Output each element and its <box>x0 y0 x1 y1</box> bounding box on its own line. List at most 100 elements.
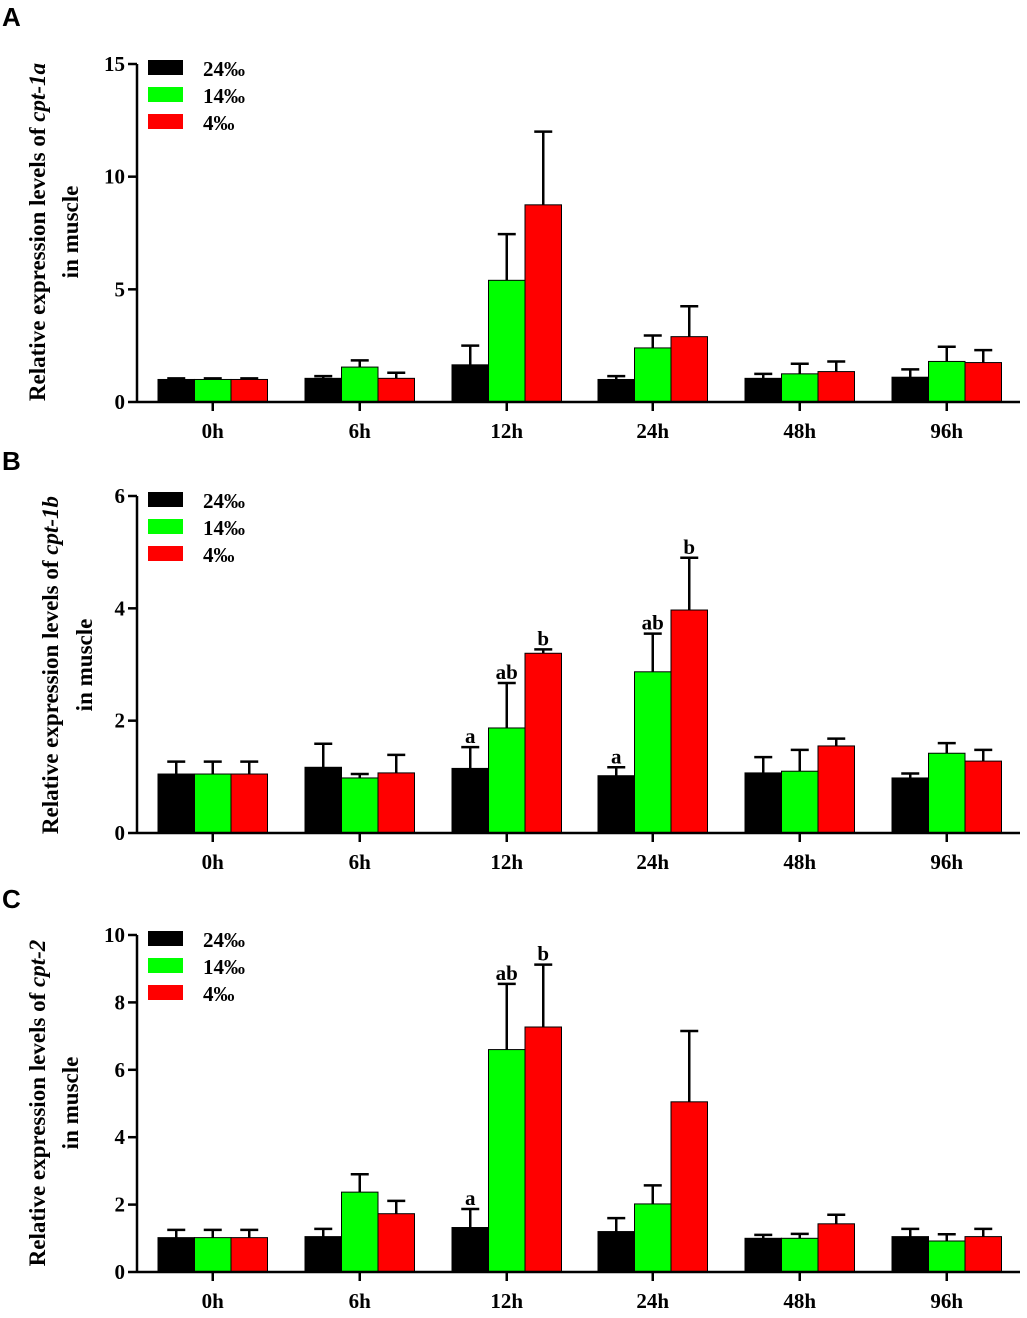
bar <box>744 1237 782 1273</box>
x-tick-label: 12h <box>490 1289 523 1313</box>
significance-label: b <box>537 626 549 650</box>
y-axis-label-gene: cpt-1a <box>25 63 50 122</box>
bar <box>928 360 966 403</box>
legend-swatch <box>148 87 183 102</box>
legend-label: 24‰ <box>203 928 245 952</box>
bar <box>194 1237 232 1273</box>
y-axis-label-line2: in muscle <box>72 619 97 712</box>
significance-label: ab <box>642 611 664 635</box>
panel-letter: B <box>2 446 21 476</box>
significance-label: a <box>465 724 476 748</box>
bar <box>781 770 819 834</box>
bar <box>488 279 526 403</box>
legend-label: 4‰ <box>203 982 235 1006</box>
bar <box>891 376 929 403</box>
legend-label: 14‰ <box>203 955 245 979</box>
legend-swatch <box>148 931 183 946</box>
y-tick-label: 4 <box>115 1125 126 1149</box>
bar <box>341 777 379 834</box>
bar <box>744 772 782 834</box>
legend-swatch <box>148 546 183 561</box>
legend-label: 4‰ <box>203 111 235 135</box>
y-axis-label-prefix: Relative expression levels of <box>38 555 63 834</box>
legend-label: 24‰ <box>203 57 245 81</box>
bar <box>194 378 232 403</box>
legend-swatch <box>148 60 183 75</box>
bar <box>670 1101 708 1273</box>
y-axis-label-line2: in muscle <box>58 1057 83 1150</box>
bar <box>157 1237 195 1273</box>
x-tick-label: 24h <box>636 419 669 443</box>
bar <box>597 378 635 403</box>
bar <box>524 1026 562 1273</box>
bar <box>928 752 966 834</box>
x-tick-label: 48h <box>783 850 816 874</box>
y-axis-label: Relative expression levels of cpt-1a <box>25 63 50 401</box>
bar <box>670 336 708 403</box>
significance-label: b <box>683 535 695 559</box>
x-tick-label: 48h <box>783 1289 816 1313</box>
bar <box>451 767 489 834</box>
y-tick-label: 0 <box>115 390 126 414</box>
bar <box>304 766 342 834</box>
y-axis-label-gene: cpt-2 <box>25 940 50 987</box>
bar <box>634 1203 672 1273</box>
legend-label: 14‰ <box>203 516 245 540</box>
x-tick-label: 0h <box>202 850 225 874</box>
chart-panel-b: B Relative expression levels of cpt-1b in … <box>2 446 1020 874</box>
x-tick-label: 96h <box>930 1289 963 1313</box>
bar <box>891 1236 929 1273</box>
y-tick-label: 6 <box>115 1058 126 1082</box>
bar <box>964 760 1002 834</box>
bar <box>781 1237 819 1273</box>
bar <box>157 773 195 834</box>
bar <box>230 773 268 834</box>
bar <box>964 362 1002 403</box>
bar <box>817 1223 855 1273</box>
x-tick-label: 0h <box>202 419 225 443</box>
bar <box>670 609 708 834</box>
y-tick-label: 10 <box>104 923 125 947</box>
significance-label: ab <box>496 660 518 684</box>
legend-swatch <box>148 114 183 129</box>
bar <box>634 671 672 834</box>
y-axis-label-gene: cpt-1b <box>38 496 63 555</box>
bar <box>451 1227 489 1273</box>
chart-panel-a: A Relative expression levels of cpt-1a in … <box>2 2 1020 443</box>
x-tick-label: 6h <box>349 1289 372 1313</box>
bar <box>524 652 562 834</box>
bar <box>597 1231 635 1273</box>
panel-letter: C <box>2 884 21 914</box>
y-tick-label: 0 <box>115 1260 126 1284</box>
legend-swatch <box>148 519 183 534</box>
x-tick-label: 48h <box>783 419 816 443</box>
significance-label: b <box>537 942 549 966</box>
bar <box>928 1240 966 1273</box>
y-axis-label-prefix: Relative expression levels of <box>25 122 50 401</box>
y-tick-label: 5 <box>115 277 126 301</box>
y-tick-label: 4 <box>115 596 126 620</box>
y-axis-label: Relative expression levels of cpt-1b <box>38 496 63 834</box>
bar <box>817 371 855 403</box>
x-tick-label: 96h <box>930 419 963 443</box>
y-axis-label-line2: in muscle <box>58 186 83 279</box>
bar <box>634 347 672 403</box>
bar <box>451 364 489 403</box>
legend-label: 4‰ <box>203 543 235 567</box>
significance-label: a <box>611 744 622 768</box>
bar <box>230 1237 268 1273</box>
bar <box>597 775 635 834</box>
legend-swatch <box>148 958 183 973</box>
y-tick-label: 0 <box>115 821 126 845</box>
bar <box>341 366 379 403</box>
x-tick-label: 24h <box>636 1289 669 1313</box>
legend-swatch <box>148 985 183 1000</box>
bar <box>744 377 782 403</box>
bar <box>377 772 415 834</box>
bar <box>488 727 526 834</box>
bar <box>377 377 415 403</box>
y-tick-label: 2 <box>115 709 126 733</box>
bar <box>304 1236 342 1273</box>
y-tick-label: 10 <box>104 165 125 189</box>
bar <box>524 204 562 403</box>
